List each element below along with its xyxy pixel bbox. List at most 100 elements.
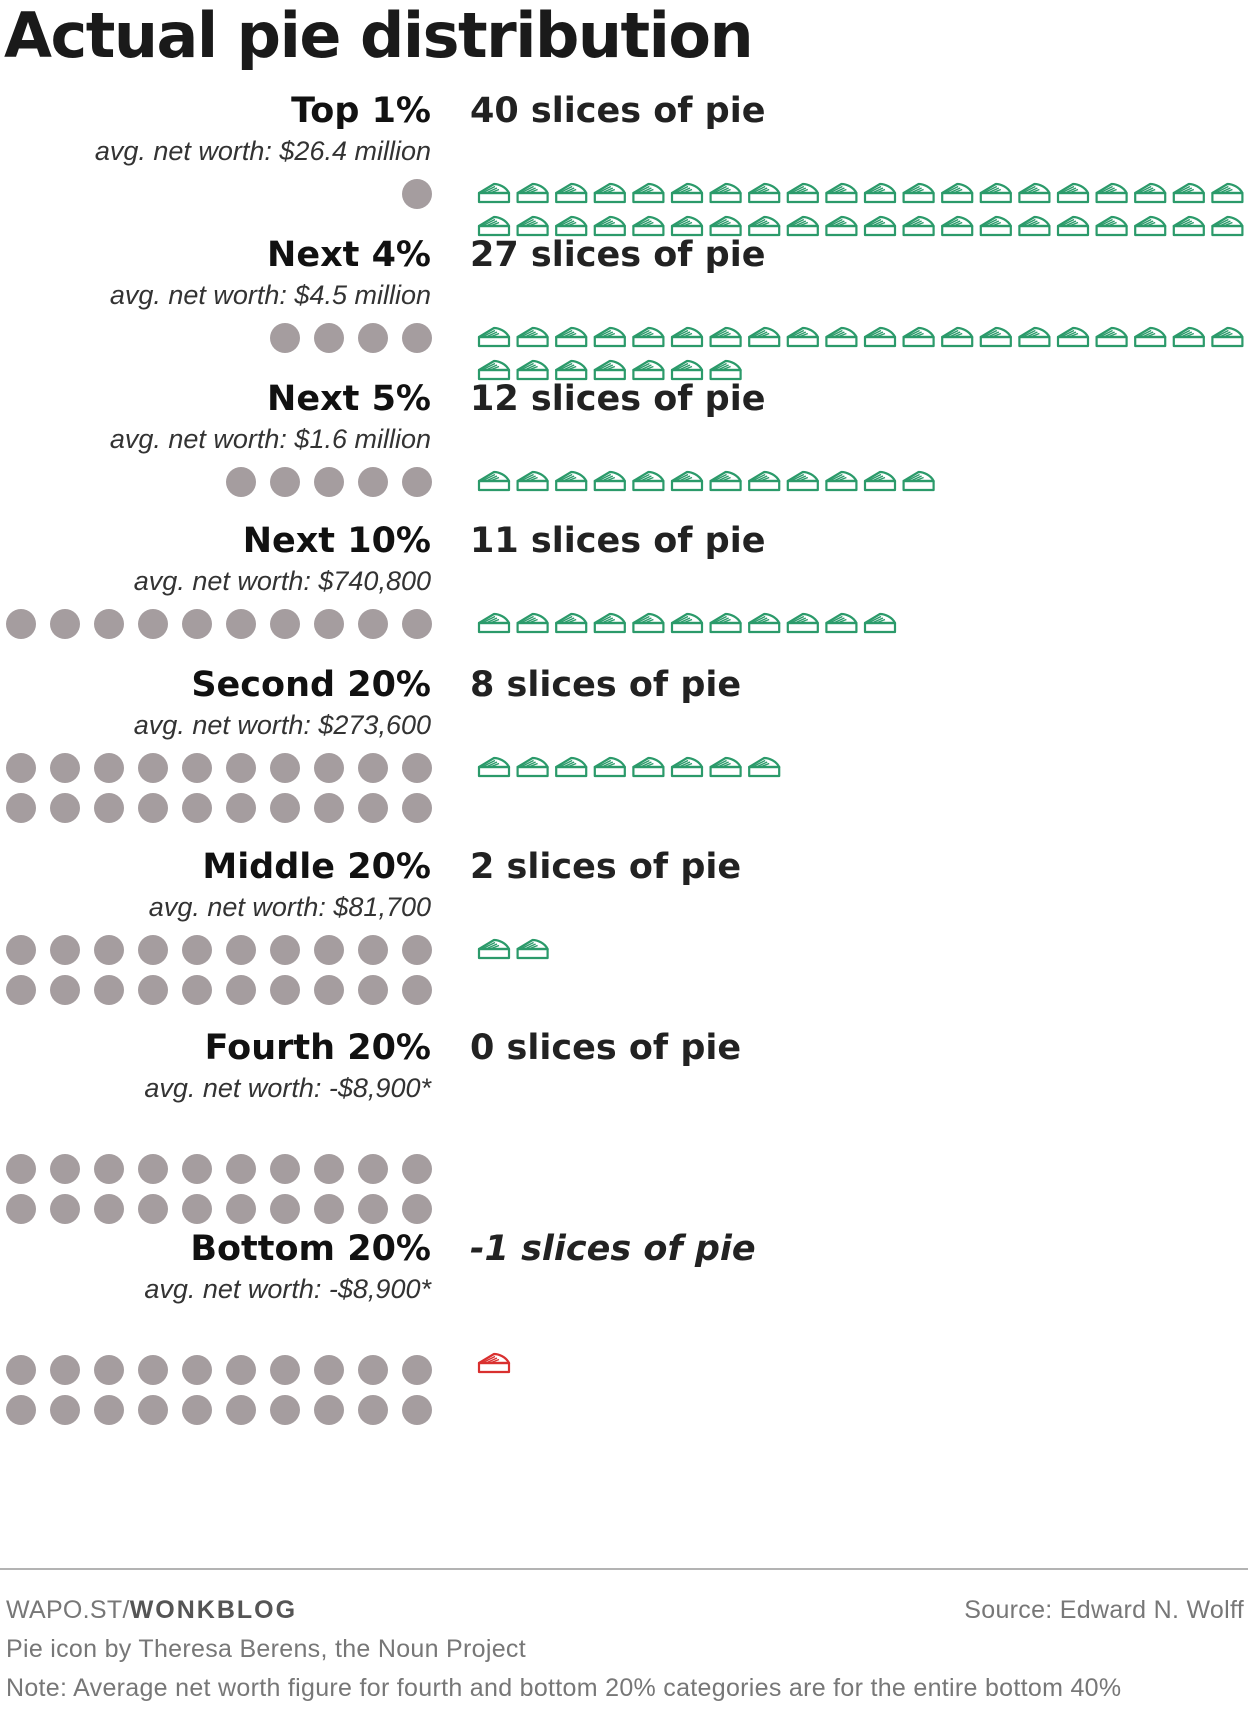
person-dot: [50, 1154, 80, 1184]
person-dot: [402, 753, 432, 783]
person-dot: [358, 975, 388, 1005]
pie-slice-icon: [593, 756, 626, 778]
pie-slice-icon: [477, 612, 511, 634]
person-dot: [270, 753, 300, 783]
pie-slice-icon: [863, 215, 897, 237]
pie-slice-icon: [593, 470, 626, 492]
pie-slice-icon: [902, 470, 935, 492]
pie-slice-icon: [477, 326, 511, 348]
pie-slice-icon: [1211, 326, 1244, 348]
person-dot: [138, 1154, 168, 1184]
person-dot: [94, 975, 124, 1005]
person-dot: [402, 1154, 432, 1184]
group-label: Top 1%: [291, 91, 431, 131]
person-dot: [358, 1395, 388, 1425]
person-dot: [402, 609, 432, 639]
pie-slice-icon: [516, 756, 549, 778]
person-dot: [358, 793, 388, 823]
person-dot: [402, 467, 432, 497]
footer-icon-credit: Pie icon by Theresa Berens, the Noun Pro…: [6, 1635, 526, 1663]
pie-slice-icon: [709, 326, 742, 348]
pie-slice-icon: [555, 182, 588, 204]
person-dot: [226, 793, 256, 823]
pie-slice-icon: [593, 326, 626, 348]
pie-slice-icon: [1056, 215, 1090, 237]
pie-slice-icon: [748, 182, 781, 204]
person-dot: [182, 793, 212, 823]
person-dot: [94, 1154, 124, 1184]
pie-slice-icon: [477, 938, 511, 960]
pie-slice-icon: [863, 612, 897, 634]
pie-slice-icon: [555, 470, 588, 492]
pie-slice-icon: [516, 215, 549, 237]
person-dot: [182, 1355, 212, 1385]
person-dot: [50, 1395, 80, 1425]
person-dot: [94, 1194, 124, 1224]
pie-slice-icon: [786, 326, 819, 348]
pie-slice-icon: [477, 215, 511, 237]
group-networth: avg. net worth: $740,800: [133, 566, 431, 596]
pie-slice-icon: [555, 756, 588, 778]
person-dot: [402, 935, 432, 965]
person-dot: [314, 753, 344, 783]
group-label: Middle 20%: [202, 847, 431, 887]
pie-slice-icon: [670, 359, 704, 381]
group-label: Next 5%: [267, 379, 431, 419]
person-dot: [358, 467, 388, 497]
pie-slice-icon: [555, 612, 588, 634]
person-dot: [50, 793, 80, 823]
person-dot: [270, 609, 300, 639]
pie-slice-icon: [709, 756, 742, 778]
person-dot: [314, 467, 344, 497]
pie-slice-icon: [593, 215, 626, 237]
pie-slice-icon: [516, 612, 549, 634]
chart-title: Actual pie distribution: [4, 0, 754, 72]
pie-slice-icon: [555, 359, 588, 381]
person-dot: [358, 1154, 388, 1184]
pie-slice-icon: [709, 359, 742, 381]
person-dot: [226, 753, 256, 783]
person-dot: [358, 935, 388, 965]
pie-slice-icon: [748, 756, 781, 778]
pie-slice-icon: [1172, 182, 1205, 204]
person-dot: [358, 753, 388, 783]
person-dot: [6, 1154, 36, 1184]
person-dot: [358, 323, 388, 353]
pie-slice-icon: [825, 215, 858, 237]
person-dot: [226, 609, 256, 639]
group-networth: avg. net worth: $1.6 million: [109, 424, 431, 454]
pie-slice-icon: [786, 612, 819, 634]
pie-slice-icon: [941, 215, 974, 237]
pie-slice-icon: [748, 612, 781, 634]
pie-slice-icon: [902, 182, 935, 204]
person-dot: [6, 1395, 36, 1425]
pie-slice-icon: [979, 182, 1012, 204]
pie-slice-icon: [670, 756, 704, 778]
person-dot: [314, 1194, 344, 1224]
pie-slice-icon: [825, 326, 858, 348]
pie-slice-icon: [477, 470, 511, 492]
pie-slice-icon: [1134, 215, 1167, 237]
person-dot: [182, 975, 212, 1005]
person-dot: [50, 753, 80, 783]
pie-slice-icon: [1056, 326, 1090, 348]
person-dot: [270, 1395, 300, 1425]
pie-slice-icon: [1134, 182, 1167, 204]
person-dot: [50, 609, 80, 639]
pie-slice-icon: [1211, 182, 1244, 204]
person-dot: [6, 753, 36, 783]
person-dot: [6, 609, 36, 639]
person-dot: [226, 935, 256, 965]
person-dot: [6, 1355, 36, 1385]
pie-slice-icon: [979, 326, 1012, 348]
person-dot: [94, 609, 124, 639]
pie-slice-icon: [1095, 215, 1128, 237]
pie-slice-icon: [1095, 182, 1128, 204]
group-slices-label: 0 slices of pie: [470, 1028, 742, 1068]
person-dot: [6, 793, 36, 823]
group-networth: avg. net worth: -$8,900*: [144, 1073, 431, 1103]
person-dot: [138, 935, 168, 965]
pie-slice-icon: [1211, 215, 1244, 237]
person-dot: [402, 975, 432, 1005]
pie-slice-icon: [863, 470, 897, 492]
